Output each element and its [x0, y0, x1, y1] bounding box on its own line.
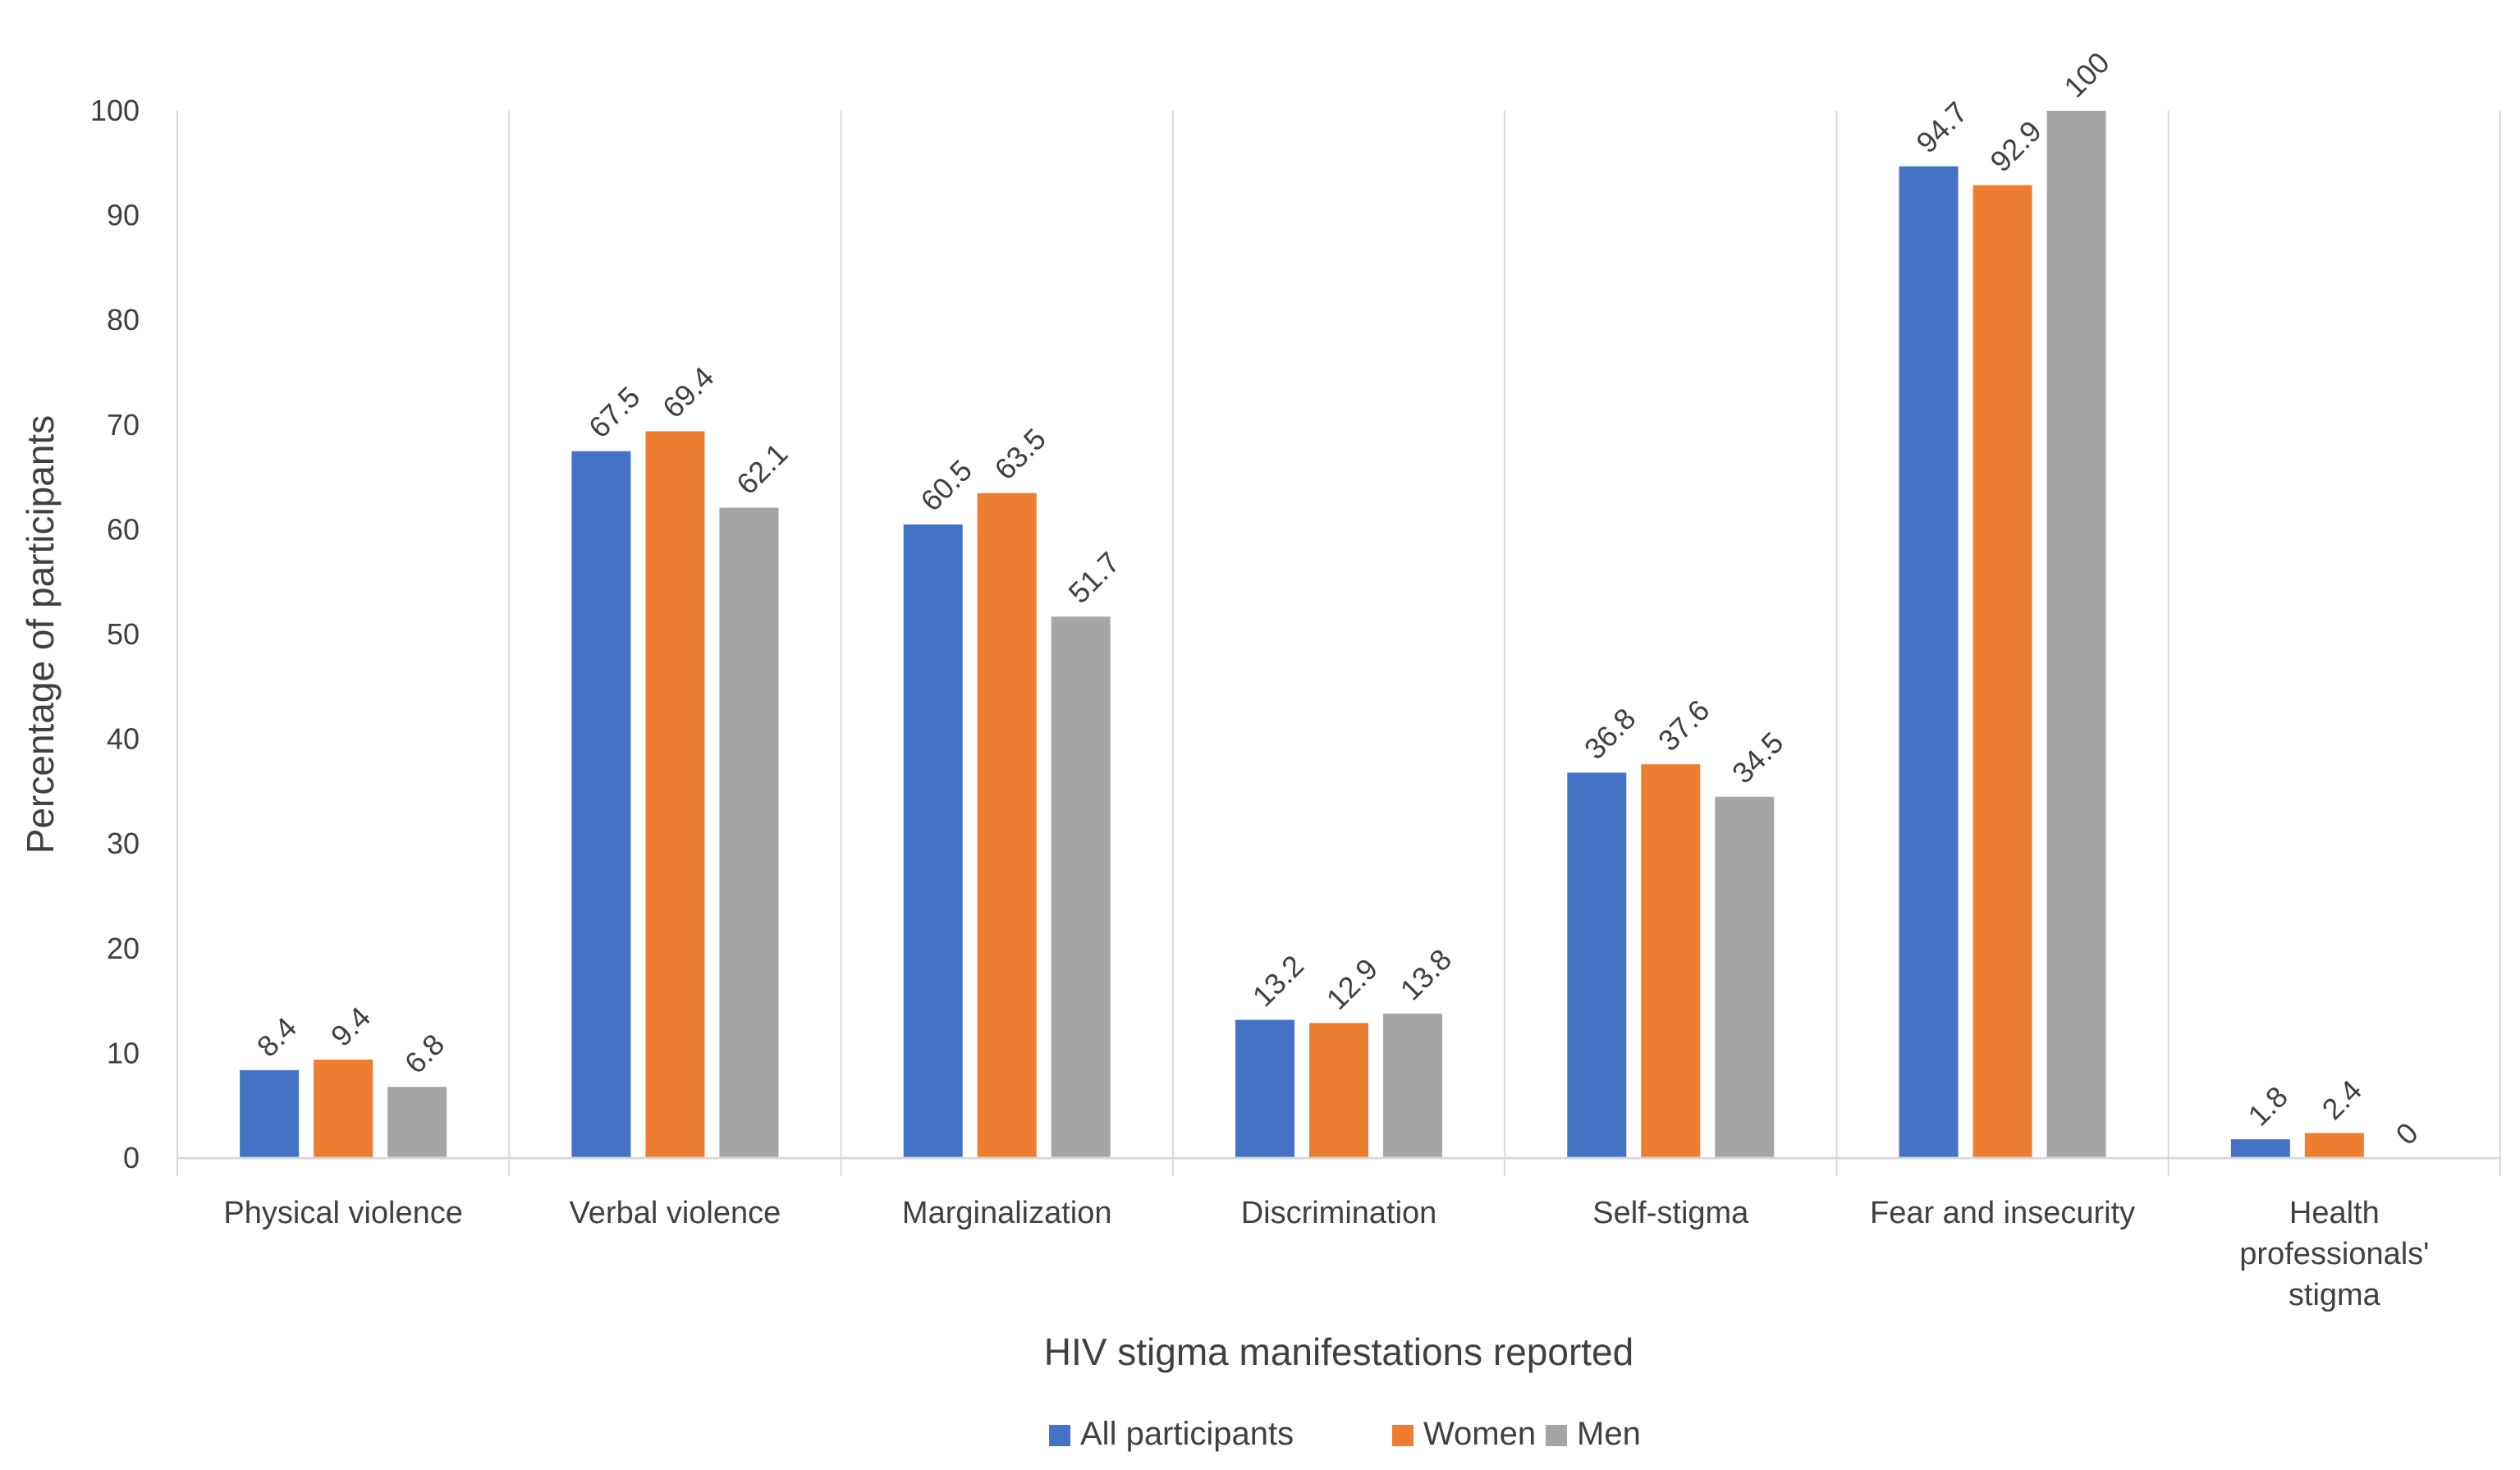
bar-men — [1051, 616, 1111, 1158]
bar-men — [1383, 1013, 1442, 1158]
data-label: 67.5 — [582, 380, 647, 445]
data-label: 92.9 — [1983, 114, 2048, 179]
category-labels: Physical violence Verbal violence Marginal… — [223, 1196, 2429, 1312]
data-label: 13.8 — [1394, 942, 1459, 1007]
y-tick-label: 70 — [107, 408, 140, 442]
bar-women — [1972, 185, 2032, 1159]
y-tick-label: 80 — [107, 303, 140, 337]
data-label: 60.5 — [914, 453, 978, 518]
y-axis-title: Percentage of participants — [19, 415, 62, 854]
bar-men — [387, 1087, 447, 1158]
data-label: 62.1 — [730, 437, 795, 501]
bar-women — [1309, 1023, 1368, 1158]
y-tick-label: 90 — [107, 199, 140, 232]
data-label: 8.4 — [250, 1010, 303, 1063]
x-category-label: Health professionals' stigma — [2239, 1196, 2429, 1312]
data-label: 12.9 — [1320, 952, 1385, 1017]
data-label: 51.7 — [1061, 545, 1126, 610]
bar-all-participants — [2230, 1139, 2290, 1158]
bar-women — [2304, 1133, 2364, 1158]
legend-label: All participants — [1080, 1416, 1294, 1452]
legend: All participants Women Men — [1049, 1416, 1641, 1452]
bar-all-participants — [1567, 772, 1627, 1158]
x-category-label: Fear and insecurity — [1870, 1196, 2135, 1230]
x-category-label: Physical violence — [223, 1196, 462, 1230]
legend-swatch — [1392, 1425, 1413, 1446]
data-label: 94.7 — [1909, 95, 1974, 160]
bar-all-participants — [903, 524, 963, 1158]
bar-men — [1715, 796, 1775, 1158]
x-category-label: Self-stigma — [1592, 1196, 1749, 1230]
x-category-label: Discrimination — [1241, 1196, 1437, 1230]
category-separators — [176, 111, 2501, 1176]
bars — [240, 111, 2364, 1159]
x-category-label: Marginalization — [902, 1196, 1112, 1230]
data-label: 0 — [2389, 1116, 2425, 1152]
y-tick-label: 20 — [107, 932, 140, 965]
y-axis-ticks: 0 10 20 30 40 50 60 70 80 90 100 — [90, 94, 140, 1175]
y-tick-label: 0 — [123, 1141, 140, 1175]
data-label: 100 — [2057, 45, 2115, 103]
legend-label: Women — [1423, 1416, 1536, 1452]
data-label: 34.5 — [1725, 726, 1790, 790]
bar-women — [314, 1060, 373, 1158]
bar-all-participants — [1235, 1019, 1294, 1158]
x-axis-title: HIV stigma manifestations reported — [1044, 1330, 1633, 1373]
bar-all-participants — [240, 1069, 300, 1158]
data-label: 63.5 — [987, 422, 1052, 487]
data-label: 2.4 — [2316, 1074, 2368, 1126]
data-label: 36.8 — [1578, 702, 1643, 767]
bar-men — [719, 507, 779, 1158]
legend-swatch — [1049, 1425, 1070, 1446]
data-label: 1.8 — [2242, 1079, 2294, 1132]
y-tick-label: 40 — [107, 722, 140, 756]
bar-women — [977, 492, 1037, 1158]
legend-label: Men — [1577, 1416, 1641, 1452]
x-category-label: Verbal violence — [570, 1196, 781, 1230]
data-label: 6.8 — [398, 1028, 451, 1080]
y-tick-label: 100 — [90, 94, 140, 127]
y-tick-label: 50 — [107, 617, 140, 651]
data-label: 37.6 — [1652, 693, 1716, 758]
bar-women — [645, 431, 705, 1158]
bar-all-participants — [571, 451, 631, 1158]
legend-swatch — [1546, 1425, 1567, 1446]
y-tick-label: 10 — [107, 1036, 140, 1069]
data-label: 9.4 — [324, 1000, 377, 1052]
y-tick-label: 30 — [107, 827, 140, 860]
y-tick-label: 60 — [107, 512, 140, 546]
data-label: 13.2 — [1246, 949, 1311, 1014]
bar-men — [2046, 111, 2106, 1158]
bar-all-participants — [1899, 166, 1959, 1158]
data-label: 69.4 — [656, 360, 721, 425]
bar-women — [1641, 764, 1701, 1158]
